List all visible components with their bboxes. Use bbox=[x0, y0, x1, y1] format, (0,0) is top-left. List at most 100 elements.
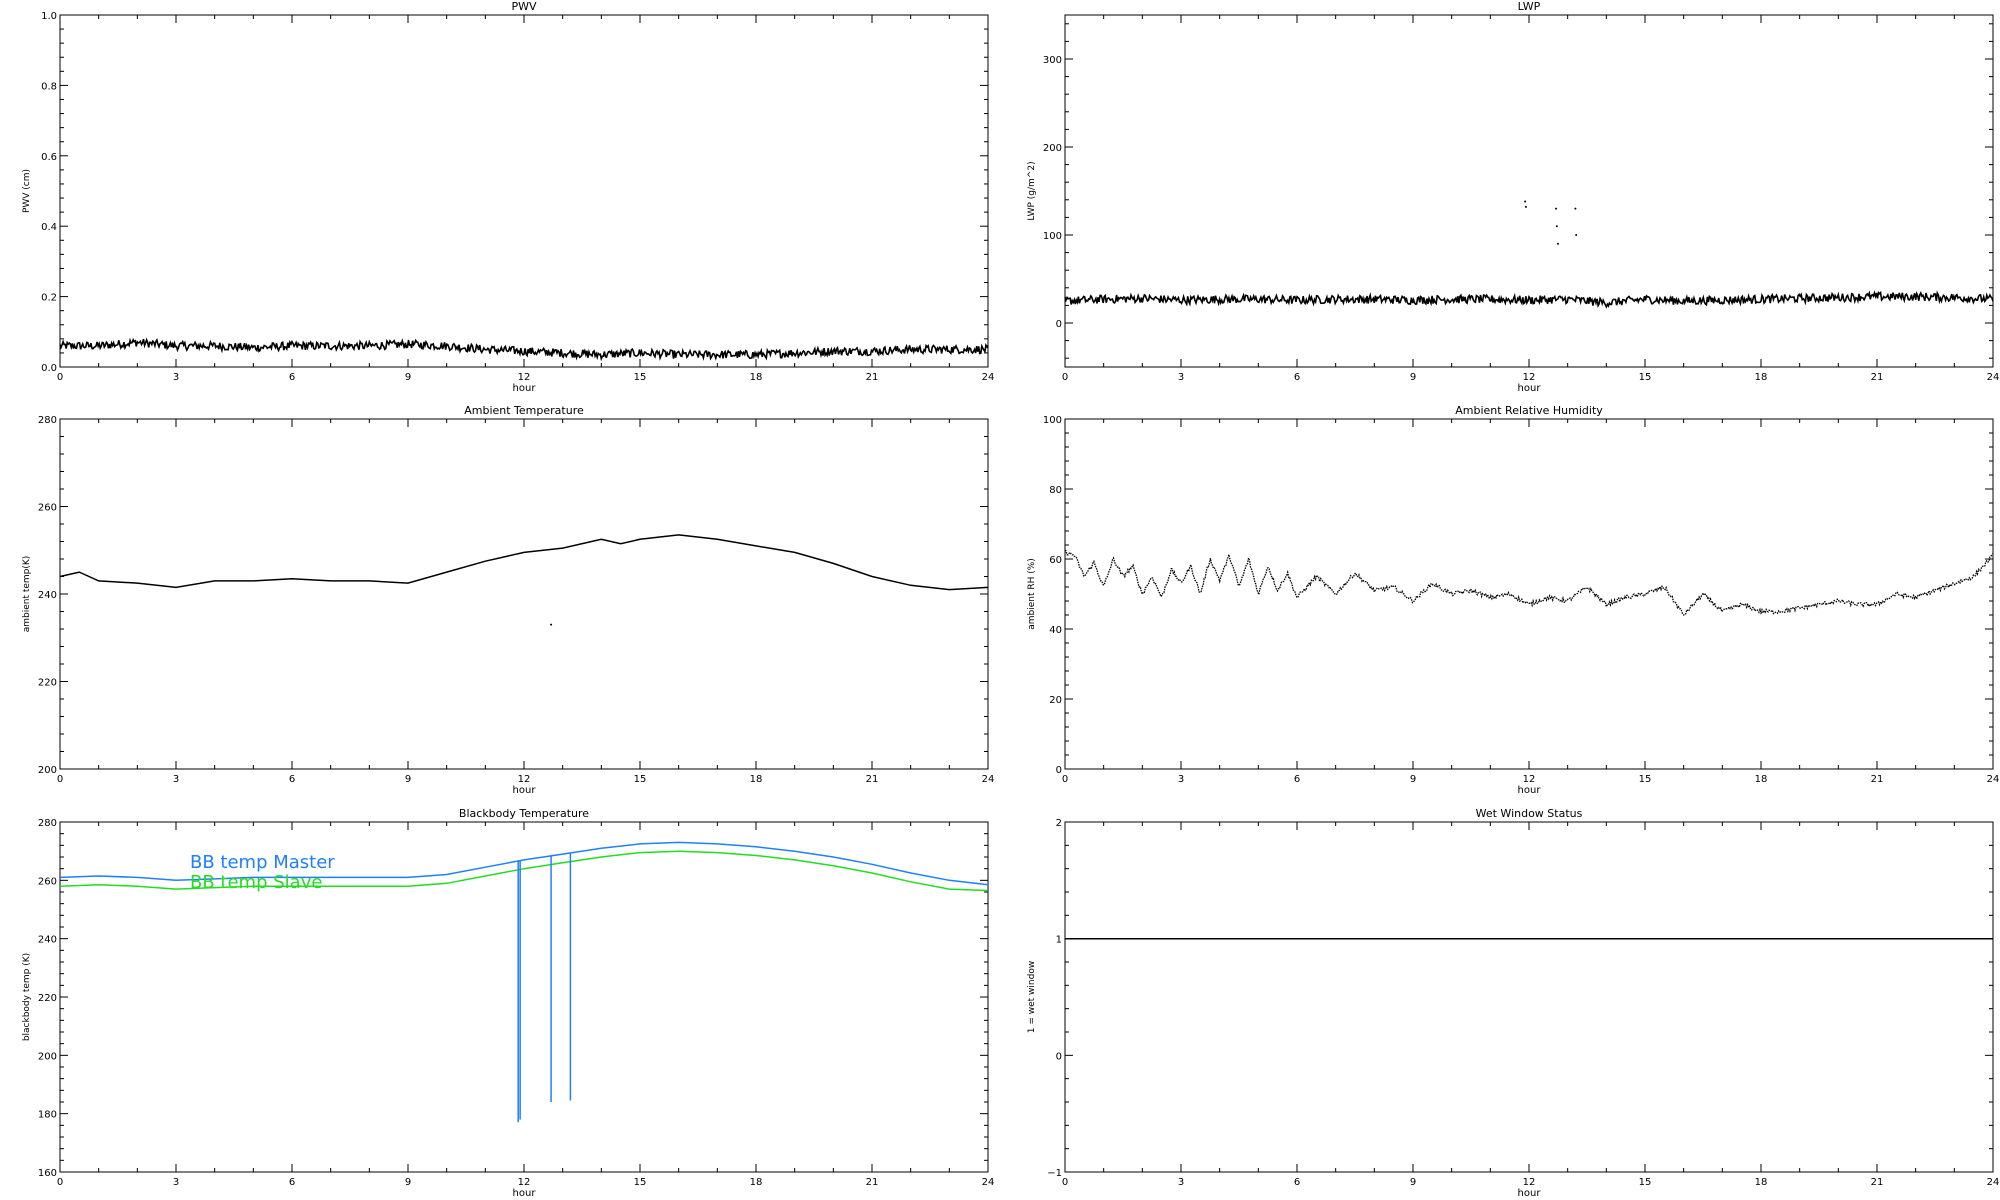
y-tick-label: 0.0 bbox=[41, 363, 57, 374]
x-tick-label: 3 bbox=[173, 372, 179, 383]
x-tick-label: 24 bbox=[1987, 372, 2000, 383]
x-tick-label: 6 bbox=[1294, 774, 1300, 785]
data-point bbox=[1574, 207, 1577, 210]
y-tick-label: 1 bbox=[1056, 935, 1062, 946]
x-axis-label: hour bbox=[1518, 785, 1542, 796]
series-line-series-0 bbox=[59, 534, 989, 591]
chart-ambient-temperature: Ambient Temperature 0 3 6 9 12 15 18 21 24 200 220 2… bbox=[22, 404, 994, 796]
x-tick-label: 0 bbox=[57, 1177, 63, 1188]
x-tick-label: 3 bbox=[1178, 1177, 1184, 1188]
x-tick-label: 9 bbox=[1410, 1177, 1416, 1188]
y-axis-label: 1 = wet window bbox=[1027, 961, 1037, 1033]
x-tick-label: 18 bbox=[1755, 774, 1768, 785]
chart-pwv: PWV 0 3 6 9 12 15 18 21 24 0.0 0.2 0.4 0.6 0.8 1.0 hour P… bbox=[22, 0, 994, 394]
y-tick-label: 40 bbox=[1049, 625, 1062, 636]
x-tick-label: 15 bbox=[1639, 1177, 1652, 1188]
x-tick-label: 12 bbox=[518, 1177, 531, 1188]
x-tick-label: 9 bbox=[405, 1177, 411, 1188]
y-tick-label: 100 bbox=[1043, 415, 1062, 426]
x-tick-label: 12 bbox=[518, 372, 531, 383]
y-axis-label: ambient temp(K) bbox=[22, 556, 32, 633]
y-tick-label: 0 bbox=[1056, 319, 1062, 330]
y-tick-label: 1.0 bbox=[41, 11, 57, 22]
plot-frame bbox=[1064, 14, 1994, 368]
x-tick-label: 24 bbox=[1987, 1177, 2000, 1188]
x-tick-label: 0 bbox=[1062, 1177, 1068, 1188]
x-tick-label: 21 bbox=[1871, 1177, 1884, 1188]
series-line-series-0 bbox=[59, 337, 989, 362]
y-tick-label: 260 bbox=[38, 503, 57, 514]
x-axis-label: hour bbox=[513, 785, 537, 796]
x-tick-label: 24 bbox=[1987, 774, 2000, 785]
data-point bbox=[1555, 225, 1558, 228]
x-tick-label: 0 bbox=[1062, 372, 1068, 383]
x-tick-label: 18 bbox=[1755, 372, 1768, 383]
chart-ambient-relative-humidity: Ambient Relative Humidity 0 3 6 9 12 15 18 21 24 0… bbox=[1027, 404, 1999, 796]
y-tick-label: 60 bbox=[1049, 555, 1062, 566]
y-tick-label: 200 bbox=[1043, 143, 1062, 154]
data-point bbox=[1524, 200, 1527, 203]
chart-blackbody-temperature: Blackbody Temperature 0 3 6 9 12 15 18 21 24 160 18… bbox=[22, 807, 994, 1199]
y-tick-label: 20 bbox=[1049, 695, 1062, 706]
x-tick-label: 18 bbox=[750, 372, 763, 383]
x-tick-label: 18 bbox=[1755, 1177, 1768, 1188]
x-tick-label: 15 bbox=[634, 774, 647, 785]
y-tick-label: −1 bbox=[1047, 1168, 1062, 1179]
x-tick-label: 6 bbox=[289, 1177, 295, 1188]
x-tick-label: 3 bbox=[1178, 372, 1184, 383]
y-tick-label: 0.4 bbox=[41, 222, 57, 233]
legend-entry-bb-temp-master: BB temp Master bbox=[190, 852, 335, 873]
data-point bbox=[1555, 207, 1558, 210]
plot-frame bbox=[59, 418, 989, 770]
x-tick-label: 12 bbox=[1523, 372, 1536, 383]
x-tick-label: 21 bbox=[1871, 372, 1884, 383]
x-axis-label: hour bbox=[513, 383, 537, 394]
data-point bbox=[1557, 242, 1559, 245]
y-tick-label: 260 bbox=[38, 876, 57, 887]
y-tick-label: 220 bbox=[38, 993, 57, 1004]
x-tick-label: 6 bbox=[289, 774, 295, 785]
y-axis-label: LWP (g/m^2) bbox=[1027, 161, 1037, 220]
y-axis-label: PWV (cm) bbox=[22, 169, 32, 213]
x-tick-label: 12 bbox=[518, 774, 531, 785]
x-tick-label: 15 bbox=[634, 1177, 647, 1188]
chart-title: Wet Window Status bbox=[1476, 807, 1583, 820]
series-line-series-0 bbox=[1064, 549, 1994, 616]
data-point bbox=[1524, 205, 1527, 208]
x-tick-label: 0 bbox=[1062, 774, 1068, 785]
plot-frame bbox=[1064, 418, 1994, 770]
x-tick-label: 18 bbox=[750, 774, 763, 785]
x-tick-label: 0 bbox=[57, 774, 63, 785]
x-tick-label: 3 bbox=[173, 774, 179, 785]
chart-title: Ambient Temperature bbox=[464, 404, 584, 417]
chart-lwp: LWP 0 3 6 9 12 15 18 21 24 0 100 200 300 hour LWP (g/m^… bbox=[1027, 0, 1999, 394]
y-tick-label: 0.8 bbox=[41, 81, 57, 92]
x-tick-label: 15 bbox=[634, 372, 647, 383]
x-tick-label: 21 bbox=[866, 372, 879, 383]
y-tick-label: 200 bbox=[38, 765, 57, 776]
y-tick-label: 80 bbox=[1049, 485, 1062, 496]
y-tick-label: 200 bbox=[38, 1051, 57, 1062]
data-point bbox=[1575, 234, 1578, 236]
x-tick-label: 9 bbox=[1410, 372, 1416, 383]
chart-title: PWV bbox=[511, 0, 537, 13]
plot-frame bbox=[1064, 821, 1994, 1173]
y-axis-label: blackbody temp (K) bbox=[22, 953, 32, 1041]
x-tick-label: 21 bbox=[866, 774, 879, 785]
y-tick-label: 0 bbox=[1056, 765, 1062, 776]
x-tick-label: 9 bbox=[405, 774, 411, 785]
series-line-bb-temp-slave bbox=[59, 850, 989, 892]
legend-entry-bb-temp-slave: BB temp Slave bbox=[190, 872, 322, 893]
x-tick-label: 18 bbox=[750, 1177, 763, 1188]
x-tick-label: 3 bbox=[173, 1177, 179, 1188]
y-tick-label: 100 bbox=[1043, 231, 1062, 242]
x-tick-label: 6 bbox=[1294, 372, 1300, 383]
x-tick-label: 6 bbox=[1294, 1177, 1300, 1188]
x-tick-label: 21 bbox=[1871, 774, 1884, 785]
x-axis-label: hour bbox=[1518, 1188, 1542, 1199]
x-tick-label: 24 bbox=[982, 1177, 995, 1188]
chart-title: Blackbody Temperature bbox=[459, 807, 589, 820]
y-tick-label: 280 bbox=[38, 818, 57, 829]
y-tick-label: 180 bbox=[38, 1110, 57, 1121]
